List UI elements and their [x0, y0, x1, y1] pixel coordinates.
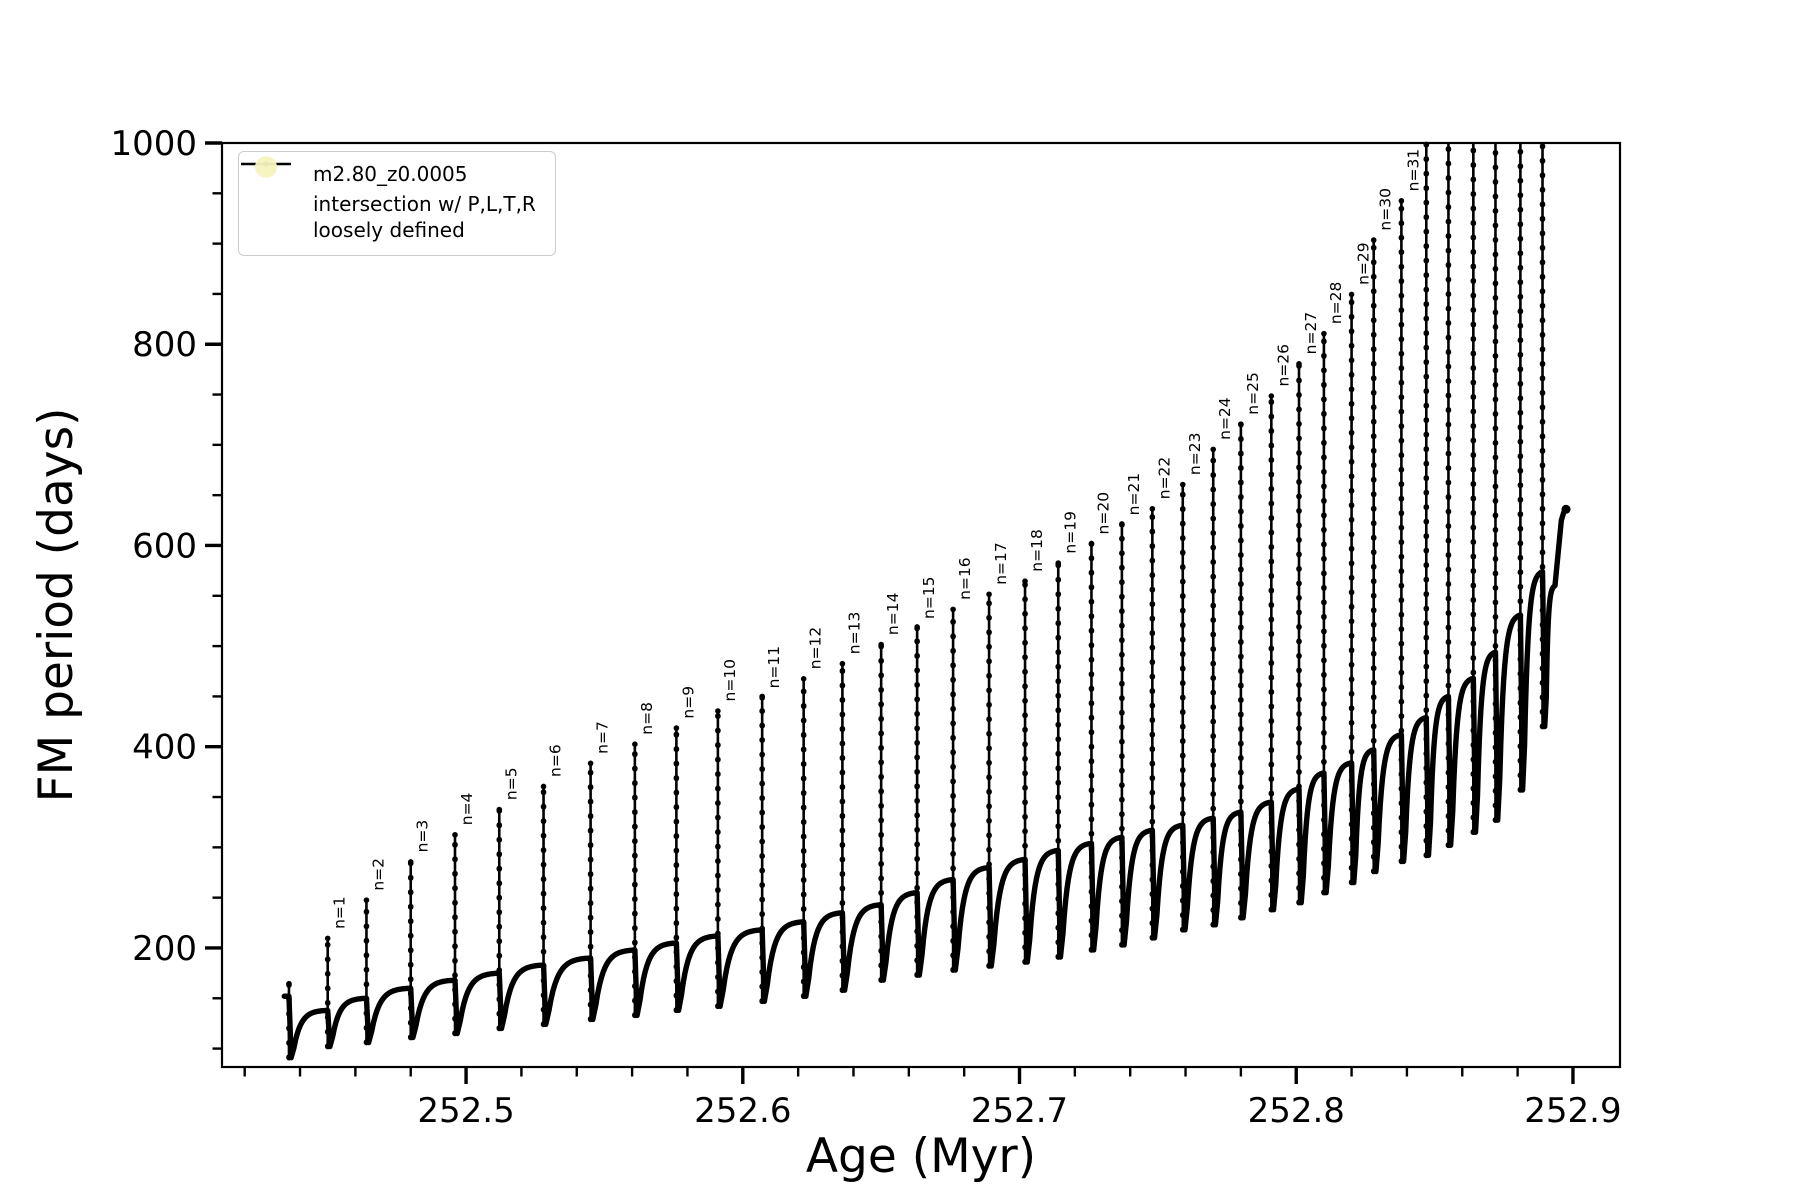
pulse-spike-top-marker: [407, 859, 414, 865]
pulse-spike-top-marker: [1119, 522, 1125, 528]
pulse-label: n=16: [956, 557, 974, 600]
x-tick-label: 252.8: [1248, 1091, 1345, 1131]
legend: m2.80_z0.0005 intersection w/ P,L,T,R lo…: [238, 151, 556, 257]
pulse-spike-top-marker: [1321, 330, 1327, 337]
legend-entry-intersection: intersection w/ P,L,T,R loosely defined: [251, 156, 541, 243]
pulse-spike-top-marker: [540, 783, 547, 790]
legend-entry-track: m2.80_z0.0005: [241, 161, 541, 190]
pulse-spike-top-marker: [878, 641, 884, 648]
y-tick-label: 200: [132, 929, 197, 969]
pulse-spike-top-marker: [452, 831, 458, 838]
axes-frame: [220, 141, 1622, 1069]
y-tick-label: 600: [132, 526, 197, 566]
y-tick-label: 1000: [110, 124, 197, 164]
pulse-spike-top-marker: [839, 660, 846, 667]
pulse-spike-top-marker: [800, 675, 807, 682]
pulse-spike-top-marker: [1296, 361, 1302, 367]
pulse-label: n=14: [884, 593, 902, 636]
pulse-spike-top-marker: [496, 806, 503, 813]
x-tick-label: 252.5: [417, 1091, 514, 1131]
pulse-label: n=9: [679, 686, 697, 719]
pulse-label: n=11: [765, 646, 783, 689]
pulse-spike-top-marker: [286, 980, 292, 987]
pulse-spike-top-marker: [1179, 481, 1186, 488]
pulse-spike-top-marker: [914, 625, 920, 632]
pulse-label: n=20: [1094, 492, 1112, 535]
pulse-spike-top-marker: [1398, 198, 1405, 204]
pulse-label: n=31: [1404, 149, 1422, 192]
x-tick-label: 252.9: [1524, 1091, 1621, 1131]
pulse-label: n=4: [458, 793, 476, 826]
pulse-spike-top-marker: [950, 606, 956, 613]
pulse-label: n=30: [1377, 188, 1395, 231]
pulse-label: n=27: [1302, 312, 1320, 355]
y-tick-label: 400: [132, 728, 197, 768]
pulse-spike-top-marker: [587, 760, 594, 767]
pulse-label: n=10: [721, 659, 739, 702]
pulse-label: n=1: [331, 896, 349, 929]
legend-entry-label: m2.80_z0.0005: [313, 162, 468, 186]
pulse-spike-top-marker: [1022, 578, 1028, 584]
pulse-spikes: [286, 139, 1546, 1061]
pulse-label: n=6: [547, 744, 565, 777]
x-tick-label: 252.7: [971, 1091, 1068, 1131]
axis-ticks: 252.5 252.6 252.7 252.8 252.9 200 400 600 800 100…: [110, 124, 1621, 1131]
pulse-spike-top-marker: [1088, 541, 1095, 547]
pulse-spike-top-marker: [632, 741, 638, 747]
pulse-label: n=3: [414, 820, 432, 853]
pulse-label: n=12: [807, 627, 825, 670]
pulse-label: n=21: [1125, 473, 1143, 516]
pulse-spike-top-marker: [324, 935, 331, 942]
pulse-label: n=13: [845, 612, 863, 655]
pulse-label: n=26: [1274, 344, 1292, 387]
pulse-spike-top-marker: [1238, 421, 1244, 428]
pulse-label: n=7: [594, 721, 612, 754]
pulse-label: n=28: [1327, 282, 1345, 325]
y-axis-label: FM period (days): [29, 408, 84, 803]
pulse-label: n=22: [1155, 457, 1173, 500]
pulse-label: n=18: [1028, 529, 1046, 572]
pulse-spike-top-marker: [759, 695, 765, 701]
pulse-spike-top-marker: [715, 708, 721, 714]
x-tick-label: 252.6: [694, 1091, 791, 1131]
pulse-label: n=8: [638, 702, 656, 735]
pulse-label: n=24: [1216, 397, 1234, 440]
legend-entry-label: intersection w/ P,L,T,R loosely defined: [313, 192, 536, 242]
pulse-spike-top-marker: [1348, 291, 1355, 298]
pulse-label: n=29: [1355, 242, 1373, 285]
pulse-spike-top-marker: [1149, 505, 1156, 512]
pulse-spike-labels: n=1 n=2 n=3 n=4 n=5 n=6 n=7 n=8 n=9 n=10 n=11 n=12 n…: [331, 149, 1423, 929]
pulse-spike-top-marker: [1268, 393, 1275, 399]
series-end-marker: [1561, 504, 1571, 514]
pulse-spike-top-marker: [363, 897, 370, 903]
y-tick-label: 800: [132, 325, 197, 365]
x-axis-label: Age (Myr): [806, 1129, 1036, 1184]
circle-marker-icon: [251, 156, 313, 240]
pulse-spike-top-marker: [1370, 237, 1377, 243]
pulse-label: n=17: [992, 542, 1010, 585]
pulse-spike-top-marker: [986, 591, 992, 598]
pulse-label: n=15: [920, 576, 938, 619]
pulse-spike-top-marker: [673, 725, 680, 731]
pulse-label: n=19: [1061, 511, 1079, 554]
pulse-label: n=5: [502, 767, 520, 800]
pulse-label: n=25: [1244, 372, 1262, 415]
pulse-label: n=23: [1186, 433, 1204, 476]
pulse-label: n=2: [369, 858, 387, 891]
pulse-spike-top-marker: [1210, 446, 1217, 453]
pulse-spike-top-marker: [1055, 560, 1062, 566]
